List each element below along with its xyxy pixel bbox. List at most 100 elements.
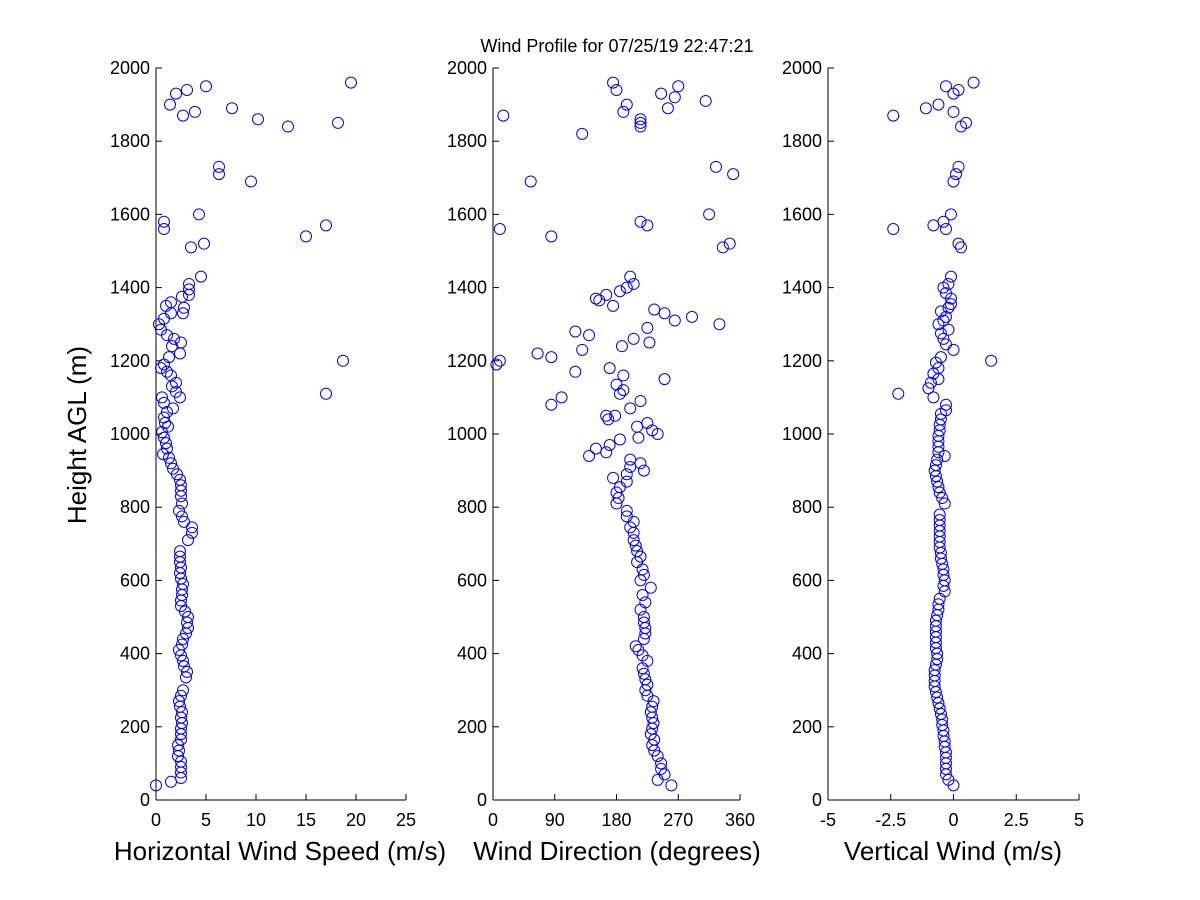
y-tick-label: 2000 [782,58,822,78]
data-point [634,113,647,126]
data-point [627,277,640,290]
data-point [158,396,170,409]
y-tick-label: 400 [457,644,487,664]
data-point [155,362,167,375]
x-tick-label: 0 [948,810,958,830]
y-tick-label: 1000 [447,424,487,444]
data-point [610,378,623,391]
y-tick-label: 1400 [447,278,487,298]
data-point [636,589,649,602]
y-tick-label: 200 [792,717,822,737]
data-point [939,80,952,93]
data-point [727,168,740,181]
data-point [716,241,729,254]
data-point [648,303,661,316]
y-tick-label: 1600 [782,204,822,224]
data-point [629,640,642,653]
data-point [639,673,652,686]
data-point [947,343,960,356]
data-point [928,664,941,677]
x-tick-label: 360 [725,810,755,830]
data-point [613,285,626,298]
data-point [161,406,173,419]
data-point [158,215,170,228]
data-point [929,614,942,627]
data-point [332,116,344,129]
data-point [165,369,177,382]
data-point [175,689,187,702]
y-tick-label: 1800 [110,131,150,151]
y-tick-label: 1400 [110,278,150,298]
data-point [163,451,175,464]
x-tick-label: 10 [246,810,266,830]
data-point [177,684,189,697]
data-point [950,168,963,181]
data-point [193,208,205,221]
data-point [665,779,678,792]
data-point [938,449,951,462]
data-point [939,287,952,300]
data-point [672,80,685,93]
data-point [161,442,173,455]
data-point [709,160,722,173]
data-point [524,175,537,188]
data-point [172,739,184,752]
y-tick-label: 1200 [782,351,822,371]
data-point [931,691,944,704]
data-point [545,230,558,243]
data-point [593,294,606,307]
data-point [927,219,940,232]
y-tick-label: 400 [792,644,822,664]
data-point [932,362,945,375]
data-point [160,437,172,450]
data-point [213,160,225,173]
x-tick-label: 15 [296,810,316,830]
x-tick-label: 25 [396,810,416,830]
x-tick-label: 0 [151,810,161,830]
data-point [933,514,946,527]
data-point [985,354,998,367]
data-point [282,120,294,133]
data-point [620,98,633,111]
data-point [167,402,179,415]
x-tick-label: 2.5 [1004,810,1029,830]
data-point [937,314,950,327]
data-point [942,323,955,336]
y-tick-label: 200 [120,717,150,737]
data-point [938,497,951,510]
data-point [168,332,180,345]
data-point [345,76,357,89]
data-point [887,109,900,122]
x-tick-label: 90 [545,810,565,830]
data-point [620,475,633,488]
data-point [545,398,558,411]
x-tick-label: 20 [346,810,366,830]
data-point [658,307,671,320]
data-point [629,539,642,552]
data-point [173,643,185,656]
data-point [639,596,652,609]
data-point [658,373,671,386]
data-point [176,290,188,303]
y-tick-label: 1600 [447,204,487,224]
data-point [624,460,637,473]
data-point [620,468,633,481]
data-point [644,581,657,594]
data-point [155,323,167,336]
data-point [644,728,657,741]
data-point [655,762,668,775]
data-point [182,534,194,547]
data-point [927,391,940,404]
data-point [320,387,332,400]
panel-3: 0 200 400 600 800 1000 1200 1400 1600 1800 2000 -5 -… [782,58,1084,866]
data-point [947,175,960,188]
data-point [610,83,623,96]
data-point [337,354,349,367]
data-point [245,175,257,188]
data-point [932,481,945,494]
data-point [174,473,186,486]
data-point [934,351,947,364]
data-point [703,208,716,221]
data-point [164,98,176,111]
